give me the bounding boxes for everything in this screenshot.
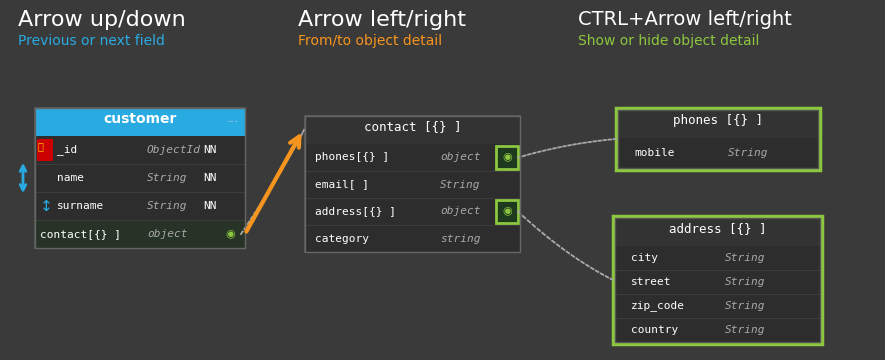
Text: contact [{} ]: contact [{} ]	[364, 120, 461, 133]
Text: String: String	[147, 173, 188, 183]
FancyBboxPatch shape	[496, 146, 518, 169]
Text: contact[{} ]: contact[{} ]	[40, 229, 121, 239]
FancyBboxPatch shape	[35, 108, 245, 136]
Text: object: object	[440, 207, 481, 216]
FancyBboxPatch shape	[618, 110, 818, 138]
Text: ...: ...	[227, 112, 239, 125]
FancyBboxPatch shape	[305, 144, 520, 252]
Text: ◉: ◉	[502, 207, 512, 216]
Text: address [{} ]: address [{} ]	[669, 222, 766, 235]
Text: street: street	[631, 277, 672, 287]
Text: From/to object detail: From/to object detail	[298, 34, 442, 48]
Text: object: object	[440, 153, 481, 162]
Text: surname: surname	[57, 201, 104, 211]
Text: _id: _id	[57, 145, 77, 156]
Text: String: String	[725, 325, 766, 335]
Text: string: string	[440, 234, 481, 243]
Text: String: String	[147, 201, 188, 211]
FancyBboxPatch shape	[615, 218, 820, 246]
FancyBboxPatch shape	[616, 108, 820, 170]
Text: Show or hide object detail: Show or hide object detail	[578, 34, 759, 48]
Text: String: String	[725, 277, 766, 287]
Text: category: category	[315, 234, 369, 243]
Text: phones [{} ]: phones [{} ]	[673, 114, 763, 127]
Text: String: String	[725, 301, 766, 311]
Text: String: String	[725, 253, 766, 263]
FancyBboxPatch shape	[305, 116, 520, 144]
Text: name: name	[57, 173, 84, 183]
Text: Previous or next field: Previous or next field	[18, 34, 165, 48]
Text: String: String	[728, 148, 768, 158]
Text: ◉: ◉	[225, 229, 235, 239]
Text: CTRL+Arrow left/right: CTRL+Arrow left/right	[578, 10, 792, 29]
FancyBboxPatch shape	[35, 220, 245, 248]
FancyBboxPatch shape	[304, 115, 521, 253]
Text: city: city	[631, 253, 658, 263]
Text: address[{} ]: address[{} ]	[315, 207, 396, 216]
FancyBboxPatch shape	[37, 139, 53, 161]
Text: country: country	[631, 325, 678, 335]
Text: object: object	[147, 229, 188, 239]
Text: NN: NN	[203, 145, 217, 155]
FancyBboxPatch shape	[35, 136, 245, 248]
FancyBboxPatch shape	[496, 200, 518, 223]
Text: customer: customer	[104, 112, 177, 126]
FancyBboxPatch shape	[613, 216, 822, 344]
FancyBboxPatch shape	[615, 246, 820, 342]
Text: email[ ]: email[ ]	[315, 180, 369, 189]
Text: mobile: mobile	[634, 148, 674, 158]
Text: ◉: ◉	[502, 153, 512, 162]
Text: Arrow left/right: Arrow left/right	[298, 10, 466, 30]
Text: NN: NN	[203, 201, 217, 211]
Text: ObjectId: ObjectId	[147, 145, 201, 155]
FancyBboxPatch shape	[34, 107, 246, 249]
Text: String: String	[440, 180, 481, 189]
Text: phones[{} ]: phones[{} ]	[315, 153, 389, 162]
Text: NN: NN	[203, 173, 217, 183]
Text: ↕: ↕	[40, 198, 53, 213]
Text: Arrow up/down: Arrow up/down	[18, 10, 186, 30]
FancyBboxPatch shape	[618, 138, 818, 168]
Text: ⚿: ⚿	[38, 141, 44, 151]
Text: zip_code: zip_code	[631, 301, 685, 311]
